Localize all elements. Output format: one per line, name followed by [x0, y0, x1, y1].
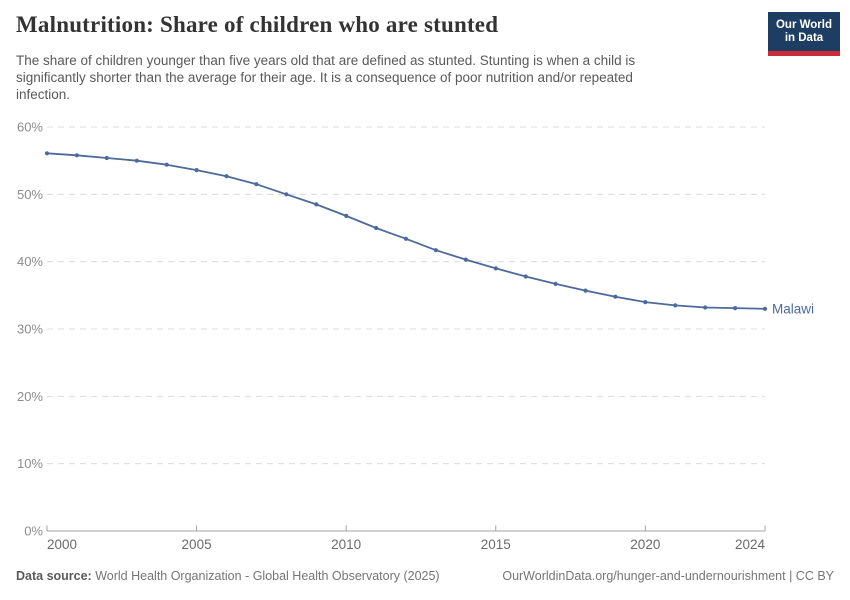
data-point-malawi-2017: [553, 281, 558, 286]
data-point-malawi-2007: [254, 182, 259, 187]
data-point-malawi-2014: [463, 257, 468, 262]
data-point-malawi-2021: [673, 303, 678, 308]
data-point-malawi-2012: [403, 236, 409, 241]
data-point-malawi-2009: [314, 202, 319, 207]
data-source-label: Data source:: [16, 569, 92, 583]
data-point-malawi-2013: [433, 248, 438, 253]
chart-subtitle: The share of children younger than five …: [16, 53, 636, 102]
x-tick-label-2024: 2024: [735, 537, 766, 552]
data-point-malawi-2020: [643, 300, 648, 305]
data-point-malawi-2018: [583, 288, 588, 293]
data-point-malawi-2003: [134, 158, 139, 163]
data-point-malawi-2005: [194, 168, 199, 173]
data-point-malawi-2011: [374, 225, 379, 231]
x-tick-label-2000: 2000: [47, 537, 77, 552]
y-tick-label-0: 0%: [24, 524, 43, 539]
chart-title: Malnutrition: Share of children who are …: [16, 12, 499, 37]
owid-logo[interactable]: Our World in Data: [768, 12, 840, 56]
data-point-malawi-2016: [523, 274, 528, 279]
data-point-malawi-2001: [74, 153, 79, 158]
data-point-malawi-2015: [493, 266, 498, 271]
data-point-malawi-2010: [344, 213, 349, 218]
data-point-malawi-2000: [44, 151, 50, 156]
y-tick-label-30: 30%: [17, 322, 43, 337]
attribution-link[interactable]: OurWorldinData.org/hunger-and-undernouri…: [502, 569, 834, 583]
y-tick-label-50: 50%: [17, 187, 43, 202]
data-point-malawi-2023: [733, 306, 738, 311]
owid-logo-line1: Our World: [775, 19, 832, 31]
data-source: Data source: World Health Organization -…: [16, 569, 440, 583]
data-point-malawi-2004: [164, 162, 169, 167]
data-point-malawi-2006: [224, 174, 229, 179]
data-point-malawi-2008: [284, 192, 289, 197]
y-tick-label-20: 20%: [17, 389, 43, 404]
data-point-malawi-2024: [762, 306, 768, 311]
chart-footer: Data source: World Health Organization -…: [16, 569, 834, 583]
y-tick-label-60: 60%: [17, 120, 43, 135]
data-source-text: World Health Organization - Global Healt…: [95, 569, 440, 583]
y-tick-label-10: 10%: [17, 456, 43, 471]
series-label-malawi[interactable]: Malawi: [772, 301, 814, 316]
x-tick-label-2010: 2010: [331, 537, 361, 552]
x-tick-label-2020: 2020: [630, 537, 660, 552]
y-tick-label-40: 40%: [17, 254, 43, 269]
data-point-malawi-2002: [104, 155, 109, 161]
data-point-malawi-2022: [703, 305, 708, 310]
series-line-malawi: [46, 152, 766, 310]
data-point-malawi-2019: [613, 294, 618, 299]
x-tick-label-2005: 2005: [182, 537, 212, 552]
x-tick-label-2015: 2015: [481, 537, 511, 552]
owid-logo-line2: in Data: [784, 32, 824, 44]
